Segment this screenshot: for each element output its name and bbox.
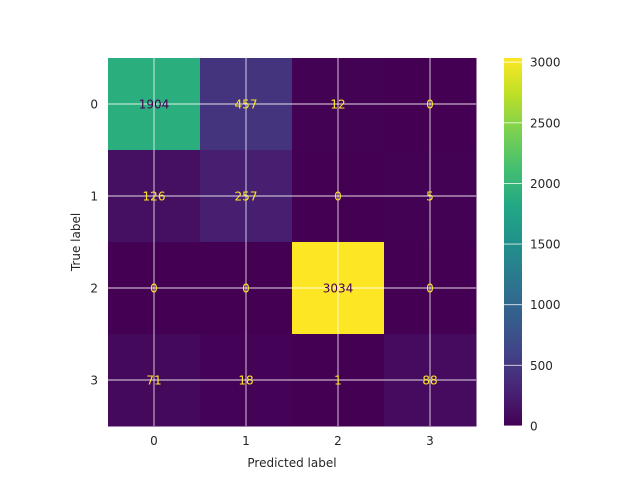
y-tick-label: 2 bbox=[90, 282, 98, 296]
cell-value-label: 0 bbox=[426, 282, 434, 296]
y-tick-label: 1 bbox=[90, 190, 98, 204]
cell-value-label: 71 bbox=[146, 374, 161, 388]
cell-value-label: 88 bbox=[422, 374, 437, 388]
colorbar-tick-label: 3000 bbox=[530, 56, 561, 70]
cell-value-label: 3034 bbox=[323, 282, 354, 296]
x-axis-label: Predicted label bbox=[247, 456, 336, 470]
cell-value-label: 0 bbox=[242, 282, 250, 296]
colorbar-tick-label: 0 bbox=[530, 420, 538, 434]
colorbar-tick-label: 1500 bbox=[530, 238, 561, 252]
cell-value-label: 1904 bbox=[139, 98, 170, 112]
cell-value-label: 5 bbox=[426, 190, 434, 204]
colorbar-tick-label: 1000 bbox=[530, 298, 561, 312]
cell-value-label: 126 bbox=[143, 190, 166, 204]
cell-value-label: 257 bbox=[235, 190, 258, 204]
x-tick-label: 0 bbox=[150, 434, 158, 448]
cell-value-label: 12 bbox=[330, 98, 345, 112]
colorbar-tick-label: 2500 bbox=[530, 116, 561, 130]
y-axis-ticks: 0 1 2 3 bbox=[90, 98, 98, 388]
cell-value-label: 1 bbox=[334, 374, 342, 388]
colorbar-tick-label: 2000 bbox=[530, 177, 561, 191]
colorbar-gradient bbox=[504, 58, 522, 426]
cell-value-label: 0 bbox=[150, 282, 158, 296]
x-axis-ticks: 0 1 2 3 bbox=[150, 434, 434, 448]
y-axis-label: True label bbox=[69, 213, 83, 272]
cell-value-label: 18 bbox=[238, 374, 253, 388]
gridlines bbox=[108, 58, 476, 426]
cell-value-label: 0 bbox=[426, 98, 434, 112]
cell-value-label: 457 bbox=[235, 98, 258, 112]
colorbar-tick-label: 500 bbox=[530, 359, 553, 373]
x-tick-label: 1 bbox=[242, 434, 250, 448]
cell-value-labels: 1904 457 12 0 126 257 0 5 0 0 3034 0 71 18 1 88 bbox=[139, 98, 438, 388]
heatmap-cells bbox=[108, 58, 477, 427]
y-tick-label: 3 bbox=[90, 374, 98, 388]
colorbar: 0 500 1000 1500 2000 2500 3000 bbox=[504, 56, 561, 434]
y-tick-label: 0 bbox=[90, 98, 98, 112]
x-tick-label: 3 bbox=[426, 434, 434, 448]
cell-value-label: 0 bbox=[334, 190, 342, 204]
x-tick-label: 2 bbox=[334, 434, 342, 448]
